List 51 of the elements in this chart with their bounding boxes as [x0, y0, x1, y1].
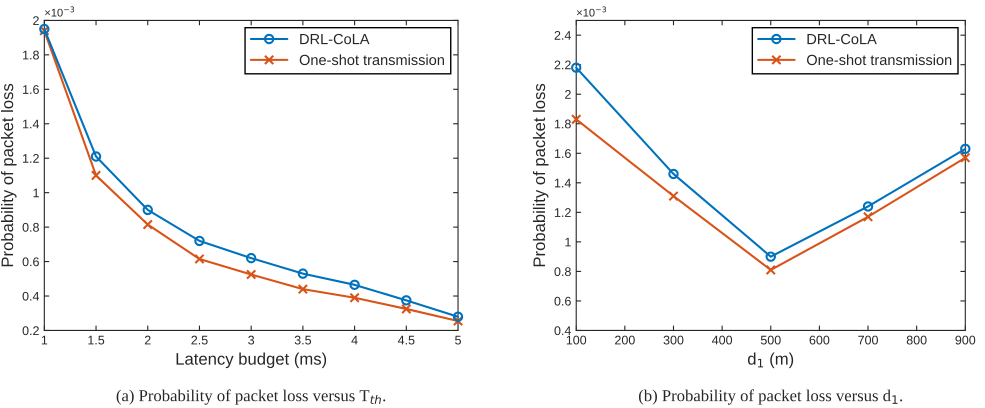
x-axis-title: Latency budget (ms) [176, 352, 326, 368]
x-tick-label: 800 [906, 336, 927, 345]
y-tick-label: 0.8 [22, 222, 39, 232]
y-tick-label: 0.6 [22, 257, 39, 266]
text: ×10$^{−3}$ [45, 6, 74, 17]
y-tick-label: 0.6 [554, 296, 571, 306]
legend-label: One-shot transmission [300, 54, 444, 66]
x-tick-label: 2.5 [191, 336, 208, 345]
y-tick-label: 2 [33, 16, 39, 25]
y-tick-label: 1.6 [554, 149, 571, 158]
x-tick-label: 700 [858, 336, 878, 345]
text: ×10$^{−3}$ [576, 6, 606, 17]
y-tick-label: 0.4 [22, 292, 40, 301]
y-tick-label: 0.2 [22, 326, 39, 336]
x-tick-label: 3 [248, 336, 254, 345]
x-tick-label: 5 [455, 336, 461, 345]
text: (b) Probability of packet loss versus d$_{1}$. [638, 389, 902, 405]
y-axis-title: Probability of packet loss [532, 84, 548, 266]
y-tick-label: 1.2 [23, 154, 39, 163]
y-tick-label: 2 [565, 90, 571, 99]
y-tick-label: 1.8 [23, 50, 39, 60]
legend-label: One-shot transmission [806, 54, 952, 66]
text: (a) Probability of packet loss versus T$_{th}$. [116, 389, 386, 405]
x-tick-label: 4.5 [398, 336, 414, 345]
y-tick-label: 2.2 [554, 60, 571, 70]
x-tick-label: 2 [144, 336, 151, 344]
x-tick-label: 100 [566, 336, 586, 345]
y-tick-label: 1 [33, 188, 39, 198]
x-tick-label: 400 [712, 336, 732, 345]
y-tick-label: 1.4 [554, 178, 571, 188]
x-axis-title: d$_{1}$ (m) [748, 352, 794, 368]
y-tick-label: 1 [565, 238, 571, 246]
y-tick-label: 2.4 [554, 30, 571, 40]
y-tick-label: 0.4 [554, 326, 571, 336]
y-axis-title: Probability of packet loss [0, 84, 17, 266]
legend-label: DRL-CoLA [300, 34, 370, 44]
y-tick-label: 0.8 [554, 267, 571, 276]
x-tick-label: 500 [760, 336, 781, 345]
legend-label: DRL-CoLA [807, 34, 877, 44]
y-tick-label: 1.8 [554, 120, 571, 128]
x-tick-label: 1 [42, 336, 48, 344]
x-tick-label: 300 [664, 336, 684, 345]
x-tick-label: 900 [955, 336, 976, 345]
x-tick-label: 200 [615, 336, 635, 345]
y-tick-label: 1.4 [23, 120, 40, 128]
x-tick-label: 600 [810, 336, 830, 345]
x-tick-label: 4 [351, 336, 358, 344]
y-tick-label: 1.2 [554, 208, 571, 217]
y-tick-label: 1.6 [23, 85, 39, 94]
x-tick-label: 3.5 [294, 336, 312, 345]
x-tick-label: 1.5 [88, 336, 104, 345]
